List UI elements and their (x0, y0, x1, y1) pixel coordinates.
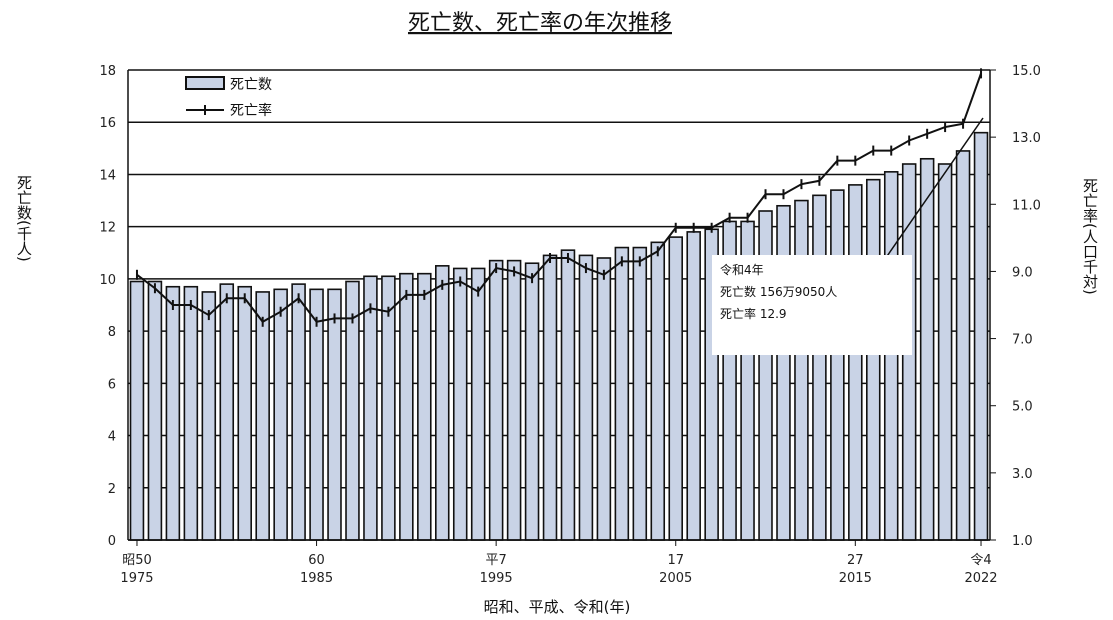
y-left-tick-label: 6 (108, 377, 116, 392)
x-tick-label-year: 2005 (659, 571, 692, 586)
legend-line-label: 死亡率 (230, 102, 272, 119)
x-tick-label-year: 2022 (964, 571, 997, 586)
bar (955, 150, 971, 541)
y-right-tick-label: 3.0 (1012, 467, 1033, 482)
right-axis-title: 死亡率(人口千対) (1081, 178, 1099, 295)
bar (452, 267, 468, 541)
bar (273, 288, 288, 541)
y-left-tick-label: 0 (108, 534, 116, 549)
gridlines (128, 69, 990, 541)
bar (632, 246, 648, 541)
bar (650, 241, 666, 541)
bar (973, 131, 989, 541)
x-tick-label-year: 2015 (839, 571, 872, 586)
x-tick-label-year: 1985 (300, 571, 333, 586)
bar (524, 262, 540, 541)
bar (201, 291, 217, 541)
x-tick-label-era: 令4 (970, 553, 991, 568)
y-left-tick-label: 2 (108, 482, 116, 497)
y-right-tick-label: 11.0 (1012, 198, 1041, 213)
axes: 0 2 4 6 8 10 12 14 16 18 1.0 3.0 5.0 7.0 9.0 11.0 13.0 15… (99, 64, 1041, 586)
bar (686, 231, 701, 541)
x-tick-label-year: 1995 (480, 571, 513, 586)
y-left-tick-label: 16 (99, 116, 116, 131)
x-tick-label-era: 昭50 (122, 553, 152, 568)
bar (363, 275, 378, 541)
bar (255, 291, 270, 541)
x-tick-label-era: 平7 (486, 553, 507, 568)
bar (488, 259, 504, 541)
legend: 死亡数 死亡率 (185, 76, 272, 119)
x-tick-label-year: 1975 (120, 571, 153, 586)
y-left-tick-label: 10 (99, 273, 116, 288)
y-left-tick-label: 14 (99, 168, 116, 183)
bar (794, 199, 809, 541)
bar (830, 189, 845, 541)
x-axis-title: 昭和、平成、令和(年) (484, 598, 631, 616)
y-left-tick-label: 8 (108, 325, 116, 340)
y-right-tick-label: 1.0 (1012, 534, 1033, 549)
y-right-tick-label: 7.0 (1012, 333, 1033, 348)
bar (578, 254, 594, 541)
y-right-tick-label: 5.0 (1012, 400, 1033, 415)
bar (883, 171, 899, 541)
bar (237, 285, 252, 541)
bar (165, 285, 181, 541)
bar (668, 236, 683, 541)
bar (219, 283, 235, 541)
y-left-tick-label: 12 (99, 221, 116, 236)
bar (470, 267, 486, 541)
bar (542, 254, 558, 541)
rate-line (135, 68, 983, 327)
y-right-tick-label: 9.0 (1012, 265, 1033, 280)
bar (327, 288, 342, 541)
bar (596, 257, 612, 541)
x-tick-label-era: 27 (847, 553, 864, 568)
bar (866, 178, 881, 541)
bar (506, 259, 522, 541)
rate-line-path (136, 73, 982, 324)
legend-bar-label: 死亡数 (230, 77, 272, 93)
bar (435, 265, 450, 541)
y-right-tick-label: 13.0 (1012, 131, 1041, 146)
y-left-tick-label: 4 (108, 430, 116, 445)
legend-bar-swatch (185, 76, 225, 90)
x-tick-label-era: 17 (667, 553, 684, 568)
callout-line1: 令和4年 (720, 262, 764, 277)
bar (937, 163, 953, 541)
y-left-tick-label: 18 (99, 64, 116, 79)
bar (812, 194, 827, 541)
y-right-tick-label: 15.0 (1012, 64, 1041, 79)
bar (291, 283, 306, 541)
bar (129, 280, 145, 541)
chart-title: 死亡数、死亡率の年次推移 (408, 11, 672, 36)
bar (919, 157, 935, 541)
callout: 令和4年 死亡数 156万9050人 死亡率 12.9 (712, 117, 984, 355)
bar (147, 280, 163, 541)
bar (183, 285, 199, 541)
callout-line2: 死亡数 156万9050人 (720, 284, 837, 299)
bar (399, 272, 414, 541)
bar (417, 272, 432, 541)
left-axis-title: 死亡数(千人) (15, 175, 33, 262)
x-tick-label-era: 60 (308, 553, 325, 568)
bar (848, 184, 863, 541)
bar (560, 249, 576, 541)
bar (614, 246, 630, 541)
bar (309, 288, 324, 541)
callout-box (712, 255, 912, 355)
callout-line3: 死亡率 12.9 (720, 306, 787, 321)
